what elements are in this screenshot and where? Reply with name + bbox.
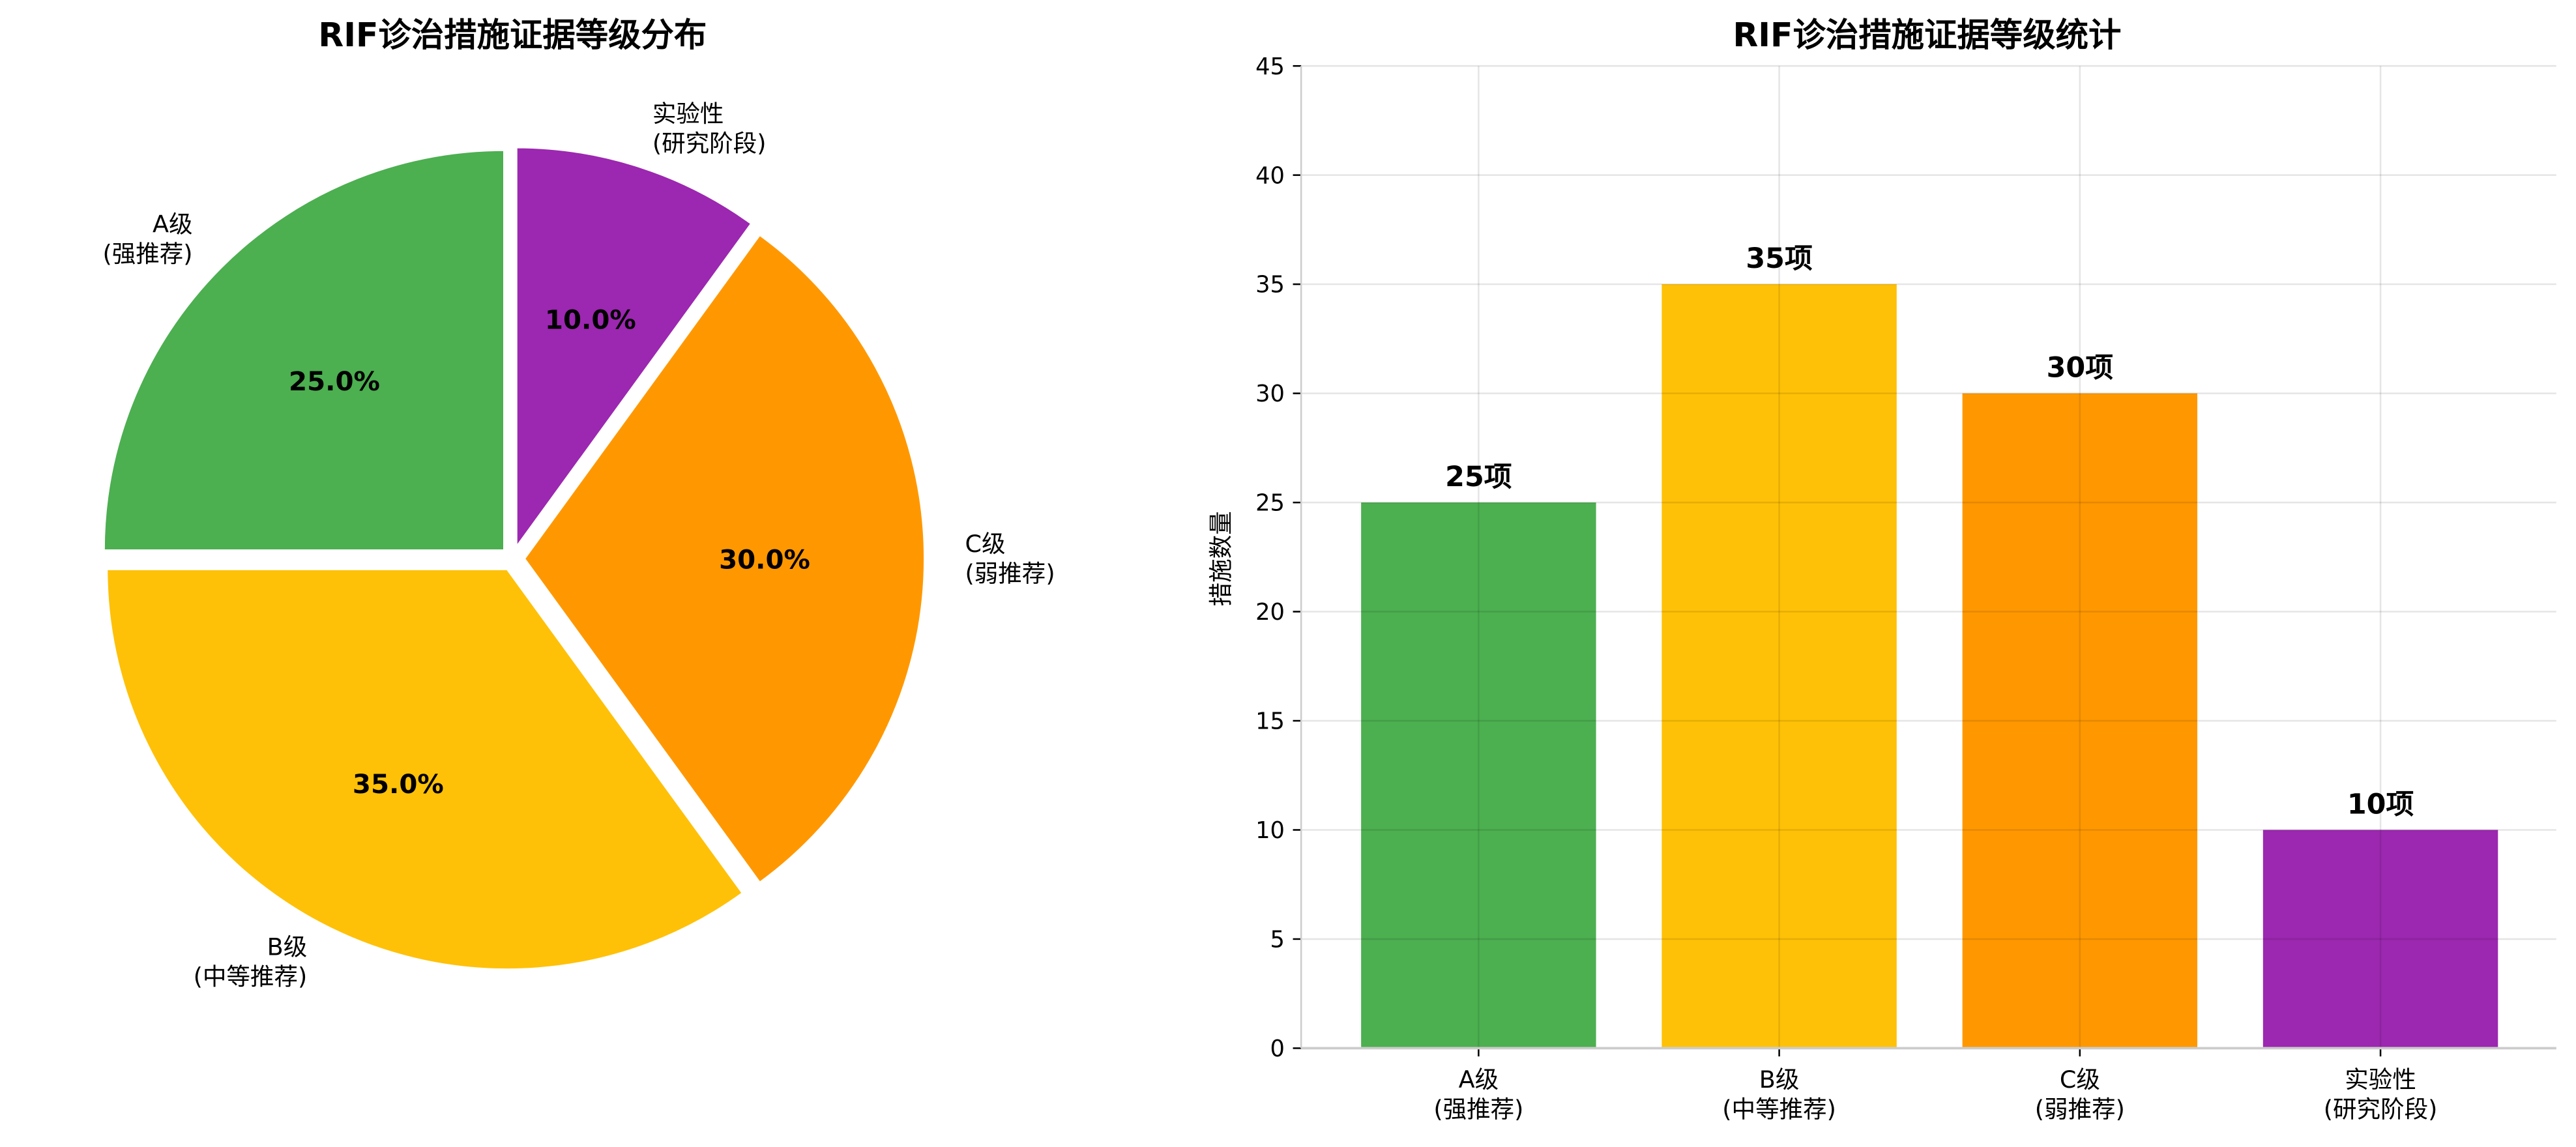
y-tick-label: 30 <box>1255 381 1285 407</box>
pie-category-label-line: 实验性 <box>652 100 724 128</box>
pie-category-label: A级(强推荐) <box>102 210 192 267</box>
pie-category-label-line: (强推荐) <box>102 240 192 268</box>
pie-percent-label: 25.0% <box>289 366 380 397</box>
pie-category-label-line: (弱推荐) <box>965 560 1055 588</box>
pie-category-label-line: B级 <box>267 933 308 961</box>
pie-category-label: B级(中等推荐) <box>194 933 308 991</box>
y-tick-label: 20 <box>1255 599 1285 626</box>
y-tick-label: 10 <box>1255 817 1285 844</box>
pie-percent-label: 30.0% <box>719 544 810 575</box>
pie-title: RIF诊治措施证据等级分布 <box>318 16 707 54</box>
x-tick-label-line: (强推荐) <box>1433 1095 1523 1123</box>
pie-slice <box>102 148 506 552</box>
pie-category-label-line: (研究阶段) <box>652 129 767 157</box>
y-axis-label: 措施数量 <box>1207 511 1235 606</box>
x-tick-label-line: 实验性 <box>2345 1066 2416 1094</box>
x-tick-label: B级(中等推荐) <box>1722 1066 1836 1123</box>
pie-category-label-line: (中等推荐) <box>194 963 308 991</box>
pie-slice <box>105 568 745 971</box>
bar <box>1361 502 1596 1049</box>
bar-value-label: 25项 <box>1445 461 1512 493</box>
x-tick-label: C级(弱推荐) <box>2035 1066 2125 1123</box>
x-tick-label-line: C级 <box>2060 1066 2100 1094</box>
bar <box>1661 284 1897 1049</box>
pie-chart: 25.0% A级(强推荐) 35.0% B级(中等推荐) 30.0% C级(弱推荐) 10.… <box>102 100 1055 991</box>
x-tick-label-line: B级 <box>1759 1066 1800 1094</box>
pie-category-label-line: A级 <box>153 210 193 238</box>
pie-slice <box>514 145 754 552</box>
x-tick-label-line: (中等推荐) <box>1722 1095 1836 1123</box>
pie-category-label: 实验性(研究阶段) <box>652 100 767 157</box>
pie-category-label-line: C级 <box>965 530 1005 558</box>
pie-slice <box>522 233 926 885</box>
x-tick-label: A级(强推荐) <box>1433 1066 1523 1123</box>
y-tick-label: 45 <box>1255 53 1285 80</box>
y-tick-label: 0 <box>1270 1036 1285 1062</box>
pie-percent-label: 10.0% <box>545 305 636 336</box>
y-tick-label: 25 <box>1255 490 1285 517</box>
x-tick-label: 实验性(研究阶段) <box>2324 1066 2438 1123</box>
bar-value-label: 35项 <box>1746 242 1813 275</box>
y-tick-label: 40 <box>1255 162 1285 189</box>
bar-value-label: 30项 <box>2047 351 2114 384</box>
x-tick-label-line: A级 <box>1459 1066 1499 1094</box>
x-tick-label-line: (研究阶段) <box>2324 1095 2438 1123</box>
bar <box>1962 393 2198 1049</box>
bar-value-label: 10项 <box>2347 788 2414 820</box>
y-tick-label: 35 <box>1255 272 1285 298</box>
bar <box>2262 830 2498 1049</box>
y-tick-label: 15 <box>1255 708 1285 735</box>
pie-category-label: C级(弱推荐) <box>965 530 1055 587</box>
x-tick-label-line: (弱推荐) <box>2035 1095 2125 1123</box>
bar-title: RIF诊治措施证据等级统计 <box>1733 16 2121 54</box>
pie-percent-label: 35.0% <box>353 769 444 800</box>
y-tick-label: 5 <box>1270 927 1285 953</box>
bar-chart: 25项35项30项10项051015202530354045A级(强推荐)B级(… <box>1255 53 2556 1123</box>
